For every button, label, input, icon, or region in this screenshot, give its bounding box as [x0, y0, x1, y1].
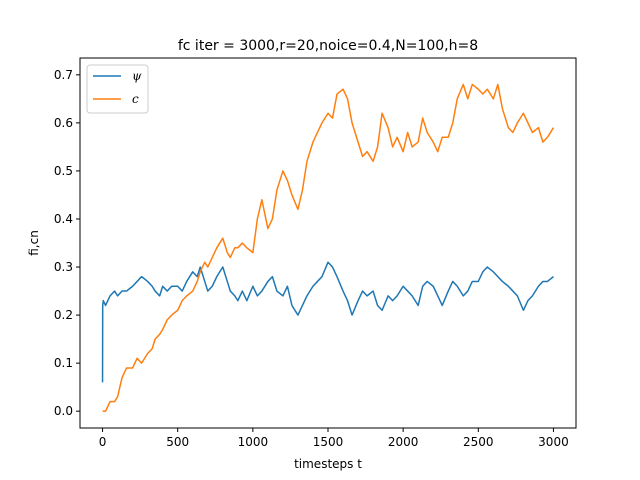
plot-background — [80, 58, 576, 428]
y-tick-label: 0.3 — [54, 260, 73, 274]
y-tick-label: 0.4 — [54, 212, 73, 226]
y-axis-label: fi,cn — [27, 230, 41, 256]
x-tick-label: 1500 — [313, 435, 344, 449]
legend-label-c: c — [132, 92, 139, 106]
x-tick-label: 1000 — [238, 435, 269, 449]
legend-label-psi: ψ — [132, 69, 142, 83]
plot-area — [79, 57, 577, 429]
x-axis-label: timesteps t — [294, 457, 362, 471]
x-tick-label: 2000 — [388, 435, 419, 449]
legend: ψ c — [86, 64, 149, 114]
y-tick-label: 0.1 — [54, 356, 73, 370]
y-axis-ticks: 0.0 0.1 0.2 0.3 0.4 0.5 0.6 0.7 — [54, 68, 80, 418]
x-tick-label: 2500 — [463, 435, 494, 449]
y-tick-label: 0.2 — [54, 308, 73, 322]
y-tick-label: 0.6 — [54, 116, 73, 130]
y-tick-label: 0.0 — [54, 404, 73, 418]
series-line-psi — [101, 261, 554, 383]
x-tick-label: 500 — [166, 435, 189, 449]
x-tick-label: 0 — [99, 435, 107, 449]
y-tick-label: 0.7 — [54, 68, 73, 82]
series-layer — [101, 83, 555, 412]
chart-title: fc iter = 3000,r=20,noice=0.4,N=100,h=8 — [178, 38, 478, 54]
x-tick-label: 3000 — [538, 435, 569, 449]
series-line-c — [102, 83, 555, 412]
legend-box — [86, 64, 149, 114]
x-axis-ticks: 0 500 1000 1500 2000 2500 3000 — [99, 428, 569, 449]
y-tick-label: 0.5 — [54, 164, 73, 178]
